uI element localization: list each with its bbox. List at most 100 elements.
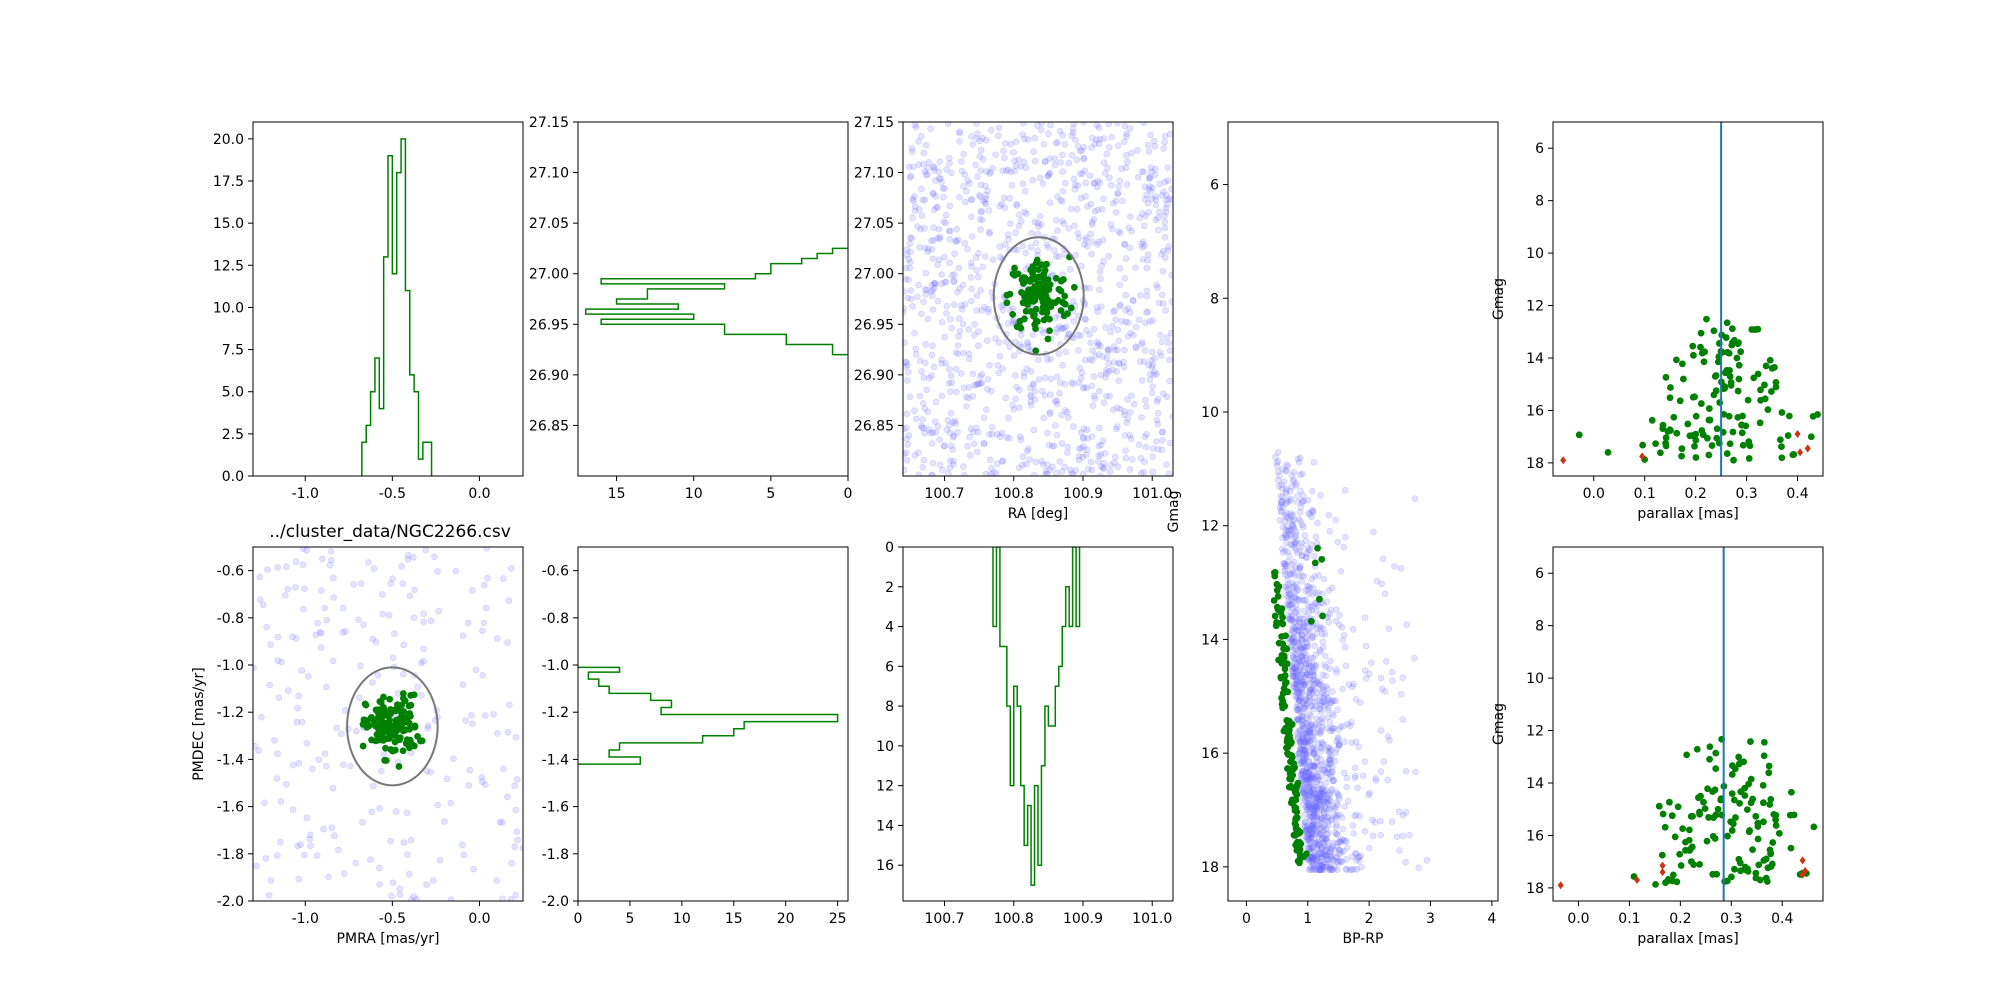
field-star [1300,497,1307,505]
field-star [1313,827,1320,834]
field-star [1310,824,1318,831]
field-star [1116,177,1124,185]
field-star [1165,243,1172,250]
field-star [321,750,329,757]
field-star [1314,846,1322,853]
field-star [253,862,260,870]
member-star [1270,597,1278,604]
y-axis-label: Gmag [1166,491,1182,533]
field-star [1116,405,1124,413]
field-star [973,267,980,274]
field-star [1089,218,1096,226]
member-star [1052,299,1059,307]
field-star [1122,306,1129,314]
member-star [1693,745,1701,753]
field-star [939,466,946,474]
field-star [1021,208,1028,216]
histogram-step [584,247,848,356]
field-star [956,285,963,292]
field-star [1313,754,1320,761]
field-star [1336,857,1343,865]
field-star [1294,706,1301,713]
field-star [1300,643,1308,651]
field-star [1297,504,1305,511]
field-star [1062,348,1070,356]
field-star [1064,443,1072,451]
field-star [1121,138,1128,145]
field-star [1306,693,1313,701]
field-star [1111,346,1119,354]
field-star [1158,250,1165,258]
field-star [1326,665,1334,672]
field-star [1312,790,1320,798]
field-star [1161,138,1168,146]
field-star [427,769,434,776]
field-star [1313,778,1321,786]
field-star [1347,722,1354,730]
field-star [1319,698,1326,705]
field-star [1284,576,1291,583]
field-star [1030,426,1038,434]
field-star [1281,560,1288,567]
field-star [1294,688,1301,696]
member-star [1739,412,1746,420]
field-star [1062,179,1069,187]
field-star [1324,818,1331,826]
field-star [1083,446,1091,453]
field-star [1307,803,1314,810]
member-star [386,695,394,703]
field-star [1296,687,1304,694]
field-star [1298,732,1306,739]
field-star [1302,613,1310,621]
field-star [1350,865,1358,873]
member-star [1754,835,1762,843]
field-star [920,424,928,432]
field-star [1041,158,1049,166]
field-star [992,151,999,159]
member-star [1670,413,1678,421]
field-star [1309,795,1317,802]
field-star [1326,791,1333,799]
member-star [399,747,407,755]
field-star [1322,798,1329,806]
field-star [1309,843,1316,851]
field-star [1325,511,1333,519]
x-tick-label: 101.0 [1132,911,1172,927]
field-star [1073,205,1081,213]
field-star [1146,174,1153,182]
field-star [1308,812,1316,819]
field-star [1299,745,1307,752]
field-star [1039,180,1047,187]
field-star [1332,697,1339,705]
field-star [1277,492,1285,500]
x-tick-label: 0.1 [1634,486,1656,502]
field-star [1305,689,1313,696]
plot-area [1560,122,1821,476]
field-star [1297,737,1304,745]
field-star [1287,591,1294,598]
field-star [1333,789,1341,797]
selection-ellipse [346,666,439,787]
field-star [1354,784,1361,792]
field-star [1100,159,1108,166]
field-star [1297,643,1305,651]
field-star [993,460,1001,467]
field-star [1053,400,1061,408]
field-star [1150,371,1157,379]
field-star [1303,806,1310,814]
member-star [1692,454,1700,461]
field-star [1318,844,1325,852]
field-star [1302,696,1310,703]
member-star [1762,362,1770,370]
field-star [1325,618,1333,626]
field-star [1302,747,1310,754]
member-star [1070,283,1078,291]
member-star [1683,751,1691,759]
field-star [406,870,413,878]
member-star [1689,342,1697,350]
field-star [370,565,378,572]
field-star [1154,284,1161,291]
field-star [1294,455,1302,463]
member-star [1760,818,1767,826]
